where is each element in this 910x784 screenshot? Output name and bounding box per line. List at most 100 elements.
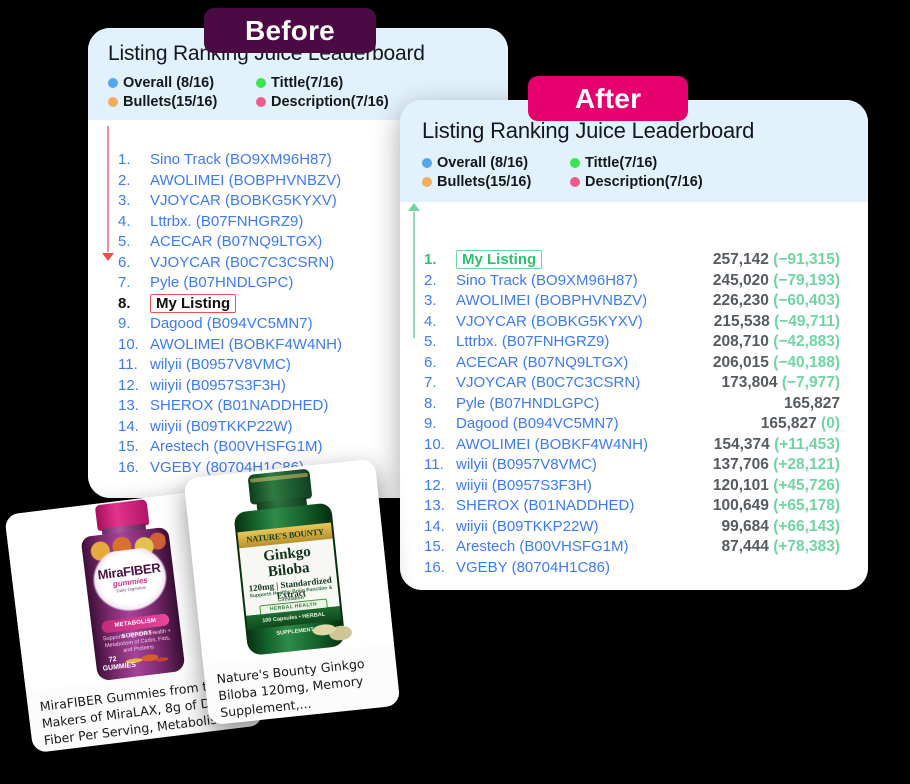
rank-row[interactable]: 16. VGEBY (80704H1C86) — [424, 558, 868, 579]
rank-down-arrow — [102, 126, 114, 261]
rank-number: 15. — [424, 538, 445, 555]
metric-value: 154,374 — [713, 435, 770, 453]
rank-listing-name: wiiyii (B09TKKP22W) — [150, 417, 293, 435]
metric-value: 120,101 — [712, 476, 769, 494]
rank-row[interactable]: 5. ACECAR (B07NQ9LTGX) — [118, 232, 508, 253]
overall-dot — [422, 158, 432, 168]
rank-number: 13. — [424, 497, 445, 514]
rank-row-my-listing[interactable]: 1. My Listing — [424, 250, 868, 271]
rank-row[interactable]: 14. wiiyii (B09TKKP22W) — [118, 417, 508, 438]
metric-delta: (−60,403) — [768, 292, 840, 309]
product-card-ginkgo[interactable]: NATURE'S BOUNTY Ginkgo Biloba 120mg | St… — [183, 458, 401, 726]
rank-number: 2. — [118, 171, 131, 189]
description-dot — [570, 177, 580, 187]
rank-row[interactable]: 10. AWOLIMEI (BOBKF4W4NH) — [424, 435, 868, 456]
rank-row[interactable]: 9. Dagood (B094VC5MN7) — [424, 414, 868, 435]
rank-row[interactable]: 14. wiiyii (B09TKKP22W) — [424, 517, 868, 538]
rank-listing-name: Dagood (B094VC5MN7) — [456, 415, 619, 432]
rank-number: 11. — [118, 356, 138, 373]
rank-listing-name: My Listing — [456, 250, 543, 269]
rank-row[interactable]: 7. Pyle (B07HNDLGPC) — [118, 273, 508, 294]
mirafiber-bottle-illustration: MiraFIBER gummies Daily Digestive METABO… — [65, 496, 196, 683]
metric-row: 100,649 (+65,178) — [713, 496, 840, 517]
metric-delta: (+45,726) — [768, 476, 840, 494]
rank-listing-name: AWOLIMEI (BOBPHVNBZV) — [456, 292, 648, 309]
legend-column-left: Overall (8/16) Bullets(15/16) — [108, 75, 256, 110]
legend-label-title: Tittle(7/16) — [585, 155, 658, 171]
rank-row[interactable]: 13. SHEROX (B01NADDHED) — [118, 396, 508, 417]
rank-row-my-listing[interactable]: 8. My Listing — [118, 293, 508, 315]
metric-row: 226,230 (−60,403) — [713, 291, 840, 312]
metric-delta: (−40,188) — [768, 353, 840, 371]
rank-row[interactable]: 6. ACECAR (B07NQ9LTGX) — [424, 353, 868, 374]
rank-listing-name: Dagood (B094VC5MN7) — [150, 315, 313, 332]
rank-row[interactable]: 3. VJOYCAR (BOBKG5KYXV) — [118, 191, 508, 212]
rank-row[interactable]: 5. Lttrbx. (B07FNHGRZ9) — [424, 332, 868, 353]
rank-row[interactable]: 11. wilyii (B0957V8VMC) — [424, 455, 868, 476]
metric-value: 245,020 — [712, 271, 769, 289]
rank-row[interactable]: 4. Lttrbx. (B07FNHGRZ9) — [118, 212, 508, 233]
rank-number: 1. — [118, 151, 131, 168]
rank-row[interactable]: 15. Arestech (B00VHSFG1M) — [118, 437, 508, 458]
rank-listing-name: SHEROX (B01NADDHED) — [150, 397, 329, 414]
metric-delta: (−42,883) — [768, 333, 840, 350]
metric-row: 99,684 (+66,143) — [713, 517, 840, 538]
rank-listing-name: VGEBY (80704H1C86) — [456, 558, 610, 576]
rank-listing-name: SHEROX (B01NADDHED) — [456, 497, 635, 514]
after-leaderboard-card: Listing Ranking Juice Leaderboard Overal… — [400, 100, 868, 590]
metric-delta: (−79,193) — [768, 271, 840, 289]
rank-row[interactable]: 11. wilyii (B0957V8VMC) — [118, 355, 508, 376]
rank-number: 10. — [118, 335, 139, 353]
metric-delta: (−7,977) — [777, 374, 840, 391]
rank-row[interactable]: 4. VJOYCAR (BOBKG5KYXV) — [424, 312, 868, 333]
rank-listing-name: VJOYCAR (B0C7C3CSRN) — [456, 374, 641, 391]
rank-number: 6. — [424, 353, 437, 371]
metric-value: 215,538 — [713, 312, 770, 330]
rank-number: 5. — [118, 233, 131, 250]
legend-column-left: Overall (8/16) Bullets(15/16) — [422, 155, 570, 190]
rank-number: 14. — [424, 517, 445, 535]
metric-row: 165,827 (0) — [713, 414, 840, 435]
rank-row[interactable]: 8. Pyle (B07HNDLGPC) — [424, 394, 868, 415]
rank-listing-name: AWOLIMEI (BOBKF4W4NH) — [150, 335, 342, 353]
rank-row[interactable]: 7. VJOYCAR (B0C7C3CSRN) — [424, 373, 868, 394]
metric-value: 208,710 — [712, 333, 769, 350]
rank-number: 15. — [118, 438, 139, 455]
rank-number: 9. — [118, 315, 131, 332]
rank-number: 6. — [118, 253, 131, 271]
rank-row[interactable]: 15. Arestech (B00VHSFG1M) — [424, 537, 868, 558]
rank-listing-name: VJOYCAR (BOBKG5KYXV) — [456, 312, 643, 330]
rank-row[interactable]: 13. SHEROX (B01NADDHED) — [424, 496, 868, 517]
rank-listing-name: wilyii (B0957V8VMC) — [456, 456, 597, 473]
metric-value: 173,804 — [721, 374, 778, 391]
metric-row: 208,710 (−42,883) — [713, 332, 840, 353]
before-rank-list: 1. Sino Track (BO9XM96H87) 2. AWOLIMEI (BOB… — [118, 150, 508, 478]
rank-row[interactable]: 12. wiiyii (B0957S3F3H) — [118, 376, 508, 397]
legend-column-right: Tittle(7/16) Description(7/16) — [256, 75, 389, 110]
rank-number: 14. — [118, 417, 139, 435]
rank-row[interactable]: 12. wiiyii (B0957S3F3H) — [424, 476, 868, 497]
legend-label-title: Tittle(7/16) — [271, 75, 344, 91]
rank-row[interactable]: 1. Sino Track (BO9XM96H87) — [118, 150, 508, 171]
metric-value: 226,230 — [712, 292, 769, 309]
rank-row[interactable]: 6. VJOYCAR (B0C7C3CSRN) — [118, 253, 508, 274]
rank-row[interactable]: 2. Sino Track (BO9XM96H87) — [424, 271, 868, 292]
rank-row[interactable]: 3. AWOLIMEI (BOBPHVNBZV) — [424, 291, 868, 312]
rank-listing-name: wilyii (B0957V8VMC) — [150, 356, 291, 373]
rank-listing-name: Arestech (B00VHSFG1M) — [150, 438, 323, 455]
rank-up-arrow — [408, 203, 420, 338]
metric-value: 257,142 — [712, 251, 769, 268]
rank-number: 3. — [118, 192, 131, 209]
rank-listing-name: My Listing — [150, 293, 237, 313]
rank-row[interactable]: 10. AWOLIMEI (BOBKF4W4NH) — [118, 335, 508, 356]
title-dot — [570, 158, 580, 168]
legend-column-right: Tittle(7/16) Description(7/16) — [570, 155, 703, 190]
rank-number: 3. — [424, 292, 437, 309]
rank-listing-name: Sino Track (BO9XM96H87) — [456, 271, 638, 289]
rank-number: 13. — [118, 397, 139, 414]
metric-row: 137,706 (+28,121) — [713, 455, 840, 476]
rank-row[interactable]: 9. Dagood (B094VC5MN7) — [118, 314, 508, 335]
rank-row[interactable]: 2. AWOLIMEI (BOBPHVNBZV) — [118, 171, 508, 192]
metric-row: 165,827 — [713, 394, 840, 415]
metric-row: 257,142 (−91,315) — [713, 250, 840, 271]
